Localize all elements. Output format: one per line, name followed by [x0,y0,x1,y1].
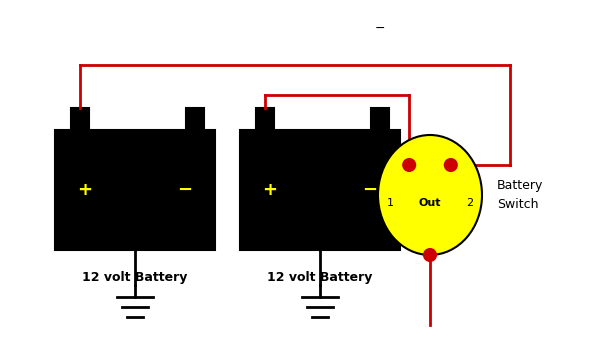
Text: +: + [77,181,92,199]
Circle shape [445,159,457,171]
Bar [371,108,389,130]
Text: Out: Out [419,198,441,208]
Bar [71,108,89,130]
Text: Switch: Switch [497,198,539,211]
Text: Battery: Battery [497,178,544,191]
Text: 12 volt Battery: 12 volt Battery [82,272,188,285]
Text: 2: 2 [466,198,473,208]
Bar [186,108,204,130]
Text: −: − [362,181,377,199]
Text: 1: 1 [386,198,394,208]
Bar [240,130,400,250]
Circle shape [403,159,415,171]
Bar [256,108,274,130]
Circle shape [424,249,436,261]
Text: −: − [178,181,193,199]
Text: −: − [375,21,385,35]
Bar [55,130,215,250]
Text: +: + [263,181,277,199]
Text: 12 volt Battery: 12 volt Battery [268,272,373,285]
Ellipse shape [378,135,482,255]
